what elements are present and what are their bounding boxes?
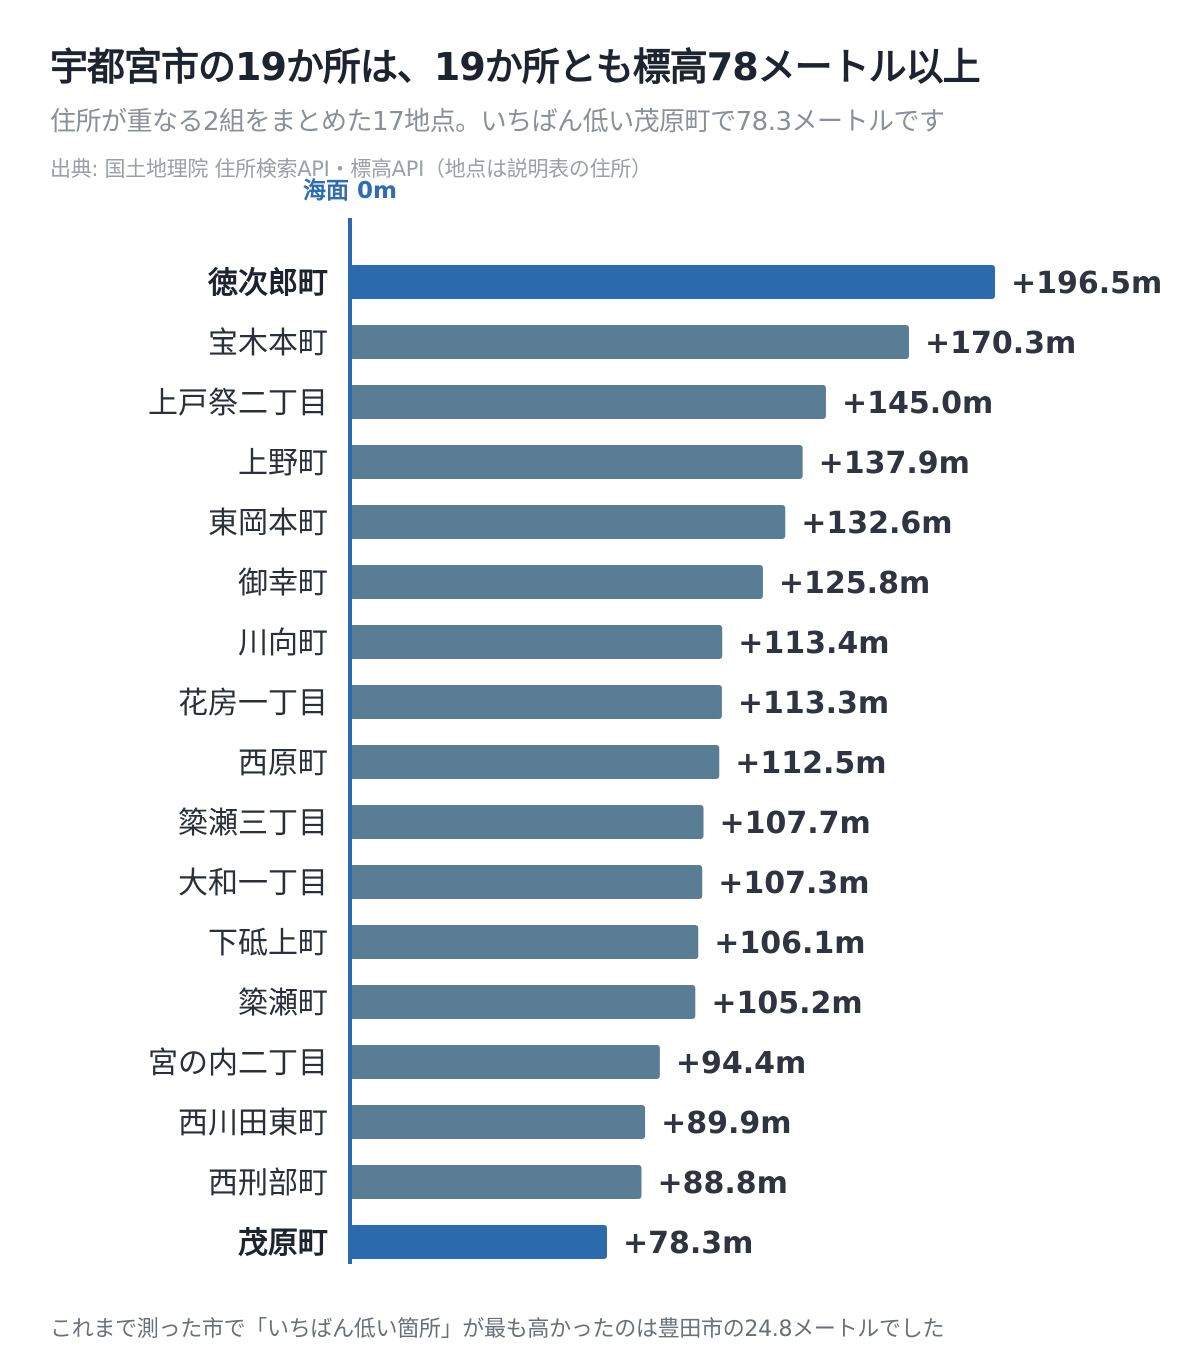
- category-label-西川田東町: 西川田東町: [178, 1106, 328, 1141]
- category-label-簗瀬町: 簗瀬町: [238, 986, 328, 1021]
- chart-source: 出典: 国土地理院 住所検索API・標高API（地点は説明表の住所）: [50, 157, 652, 181]
- sea-level-axis-label: 海面 0m: [303, 177, 397, 204]
- value-label-宝木本町: +170.3m: [925, 326, 1076, 361]
- bar-宝木本町: [350, 325, 909, 359]
- bar-宮の内二丁目: [350, 1045, 660, 1079]
- value-label-東岡本町: +132.6m: [801, 506, 952, 541]
- bar-大和一丁目: [350, 865, 703, 899]
- category-label-上戸祭二丁目: 上戸祭二丁目: [148, 386, 328, 421]
- category-label-御幸町: 御幸町: [238, 566, 328, 601]
- value-label-宮の内二丁目: +94.4m: [676, 1046, 806, 1081]
- bar-上戸祭二丁目: [350, 385, 826, 419]
- category-label-茂原町: 茂原町: [238, 1226, 328, 1261]
- value-label-下砥上町: +106.1m: [714, 926, 865, 961]
- bar-下砥上町: [350, 925, 699, 959]
- value-label-簗瀬三丁目: +107.7m: [720, 806, 871, 841]
- elevation-bar-chart: 徳次郎町 +196.5m 宝木本町 +170.3m 上戸祭二丁目 +145.0m 上野町 +1…: [148, 177, 1162, 1264]
- chart-footnote: これまで測った市で「いちばん低い箇所」が最も高かったのは豊田市の24.8メートル…: [50, 1317, 945, 1342]
- bar-花房一丁目: [350, 685, 722, 719]
- bar-御幸町: [350, 565, 763, 599]
- chart-subtitle: 住所が重なる2組をまとめた17地点。いちばん低い茂原町で78.3メートルです: [50, 107, 945, 137]
- category-label-東岡本町: 東岡本町: [208, 506, 328, 541]
- category-label-西原町: 西原町: [238, 746, 328, 781]
- value-label-花房一丁目: +113.3m: [738, 686, 889, 721]
- value-label-西原町: +112.5m: [735, 746, 886, 781]
- bar-東岡本町: [350, 505, 786, 539]
- category-label-宮の内二丁目: 宮の内二丁目: [148, 1046, 328, 1081]
- value-label-徳次郎町: +196.5m: [1011, 266, 1162, 301]
- category-label-川向町: 川向町: [238, 626, 328, 661]
- category-label-花房一丁目: 花房一丁目: [178, 686, 328, 721]
- bar-簗瀬町: [350, 985, 696, 1019]
- value-label-上戸祭二丁目: +145.0m: [842, 386, 993, 421]
- value-label-上野町: +137.9m: [819, 446, 970, 481]
- category-label-西刑部町: 西刑部町: [208, 1166, 328, 1201]
- bar-西川田東町: [350, 1105, 646, 1139]
- value-label-御幸町: +125.8m: [779, 566, 930, 601]
- bar-徳次郎町: [350, 265, 995, 299]
- category-label-徳次郎町: 徳次郎町: [207, 266, 328, 301]
- category-label-簗瀬三丁目: 簗瀬三丁目: [178, 806, 328, 841]
- bars-layer: 徳次郎町 +196.5m 宝木本町 +170.3m 上戸祭二丁目 +145.0m 上野町 +1…: [148, 265, 1162, 1261]
- bar-西刑部町: [350, 1165, 642, 1199]
- bar-川向町: [350, 625, 723, 659]
- value-label-茂原町: +78.3m: [623, 1226, 753, 1261]
- bar-茂原町: [350, 1225, 608, 1259]
- chart-title: 宇都宮市の19か所は、19か所とも標高78メートル以上: [50, 45, 981, 89]
- category-label-宝木本町: 宝木本町: [208, 326, 328, 361]
- bar-簗瀬三丁目: [350, 805, 704, 839]
- bar-西原町: [350, 745, 720, 779]
- bar-上野町: [350, 445, 803, 479]
- value-label-西刑部町: +88.8m: [657, 1166, 787, 1201]
- category-label-大和一丁目: 大和一丁目: [178, 866, 328, 901]
- category-label-下砥上町: 下砥上町: [208, 926, 328, 961]
- category-label-上野町: 上野町: [238, 446, 328, 481]
- value-label-大和一丁目: +107.3m: [718, 866, 869, 901]
- value-label-西川田東町: +89.9m: [661, 1106, 791, 1141]
- value-label-簗瀬町: +105.2m: [711, 986, 862, 1021]
- value-label-川向町: +113.4m: [738, 626, 889, 661]
